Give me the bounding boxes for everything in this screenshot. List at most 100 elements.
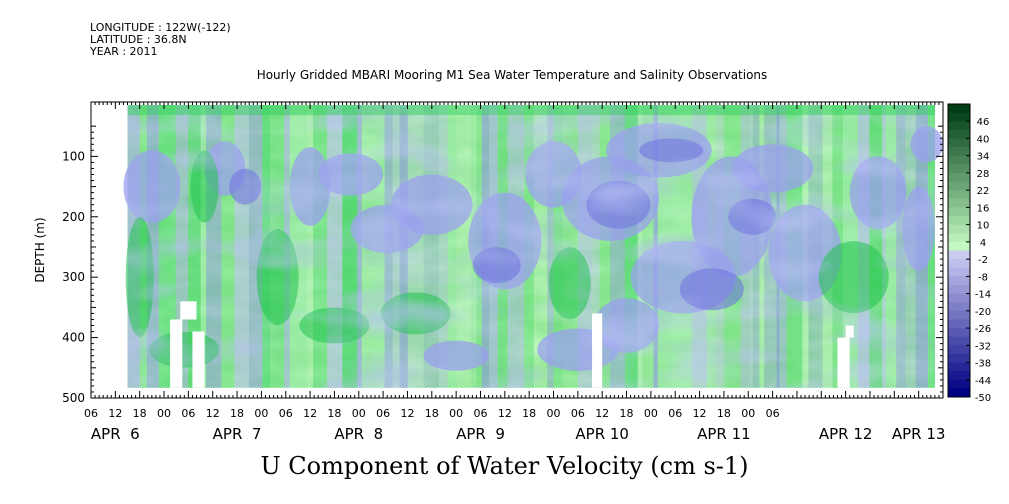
colorbar-label: -44	[975, 376, 991, 387]
y-axis: 100 200 300 400 500 DEPTH (m)	[33, 125, 943, 405]
colorbar-swatch	[948, 138, 970, 148]
colorbar-swatch	[948, 379, 970, 389]
colorbar-swatch	[948, 241, 970, 251]
colorbar-label: -20	[975, 307, 991, 318]
x-day-label: APR 10	[575, 425, 629, 443]
colorbar-label: 16	[977, 203, 990, 214]
data-gap	[192, 331, 205, 388]
colorbar-swatch	[948, 207, 970, 217]
colorbar-label: 46	[977, 117, 990, 128]
field-texture-blue	[127, 105, 935, 388]
colorbar-swatch	[948, 112, 970, 122]
x-hour-tick-label: 12	[693, 407, 707, 420]
colorbar-label: 28	[977, 169, 990, 180]
x-day-label: APR 12	[819, 425, 873, 443]
colorbar-swatch	[948, 181, 970, 191]
colorbar-label: -32	[975, 341, 991, 352]
x-hour-tick-label: 12	[108, 407, 122, 420]
x-hour-tick-label: 00	[449, 407, 463, 420]
colorbar-swatch	[948, 310, 970, 320]
x-hour-tick-label: 12	[400, 407, 414, 420]
x-hour-tick-label: 18	[230, 407, 244, 420]
colorbar-swatch	[948, 336, 970, 346]
colorbar-label: -50	[975, 393, 991, 404]
colorbar-border	[947, 103, 971, 398]
x-hour-tick-label: 06	[181, 407, 195, 420]
data-gap	[837, 337, 850, 388]
x-hour-tick-label: 00	[547, 407, 561, 420]
x-hour-tick-label: 00	[352, 407, 366, 420]
x-hour-tick-label: 18	[620, 407, 634, 420]
x-hour-tick-label: 06	[376, 407, 390, 420]
data-gap	[845, 325, 854, 338]
x-hour-tick-label: 00	[157, 407, 171, 420]
colorbar-swatch	[948, 104, 970, 114]
colorbar-label: 40	[977, 134, 990, 145]
y-tick-label: 200	[62, 210, 85, 224]
colorbar-swatch	[948, 328, 970, 338]
colorbar-swatch	[948, 371, 970, 381]
colorbar-swatch	[948, 233, 970, 243]
y-tick-label: 400	[62, 331, 85, 345]
colorbar-swatch	[948, 147, 970, 157]
colorbar-swatch	[948, 362, 970, 372]
x-hour-tick-label: 00	[644, 407, 658, 420]
colorbar-swatch	[948, 293, 970, 303]
colorbar-swatch	[948, 284, 970, 295]
colorbar-label: -8	[978, 272, 988, 283]
x-hour-tick-label: 06	[84, 407, 98, 420]
x-hour-tick-label: 18	[133, 407, 147, 420]
x-hour-tick-label: 18	[522, 407, 536, 420]
colorbar-swatch	[948, 276, 970, 286]
plot-title: Hourly Gridded MBARI Mooring M1 Sea Wate…	[256, 68, 768, 82]
data-gap	[170, 319, 183, 388]
x-day-label: APR 11	[697, 425, 751, 443]
x-day-label: APR 8	[334, 425, 383, 443]
colorbar-swatch	[948, 155, 970, 165]
x-hour-tick-label: 12	[595, 407, 609, 420]
colorbar-swatch	[948, 121, 970, 131]
colorbar-swatch	[948, 388, 970, 398]
x-hour-tick-label: 12	[303, 407, 317, 420]
x-hour-tick-label: 06	[473, 407, 487, 420]
colorbar-swatch	[948, 216, 970, 226]
surface-band	[127, 105, 935, 116]
x-day-label: APR 9	[456, 425, 505, 443]
x-day-label: APR 7	[213, 425, 262, 443]
year-label: YEAR : 2011	[90, 45, 158, 58]
colorbar-swatch	[948, 267, 970, 277]
x-hour-tick-label: 18	[425, 407, 439, 420]
y-tick-label: 300	[62, 270, 85, 284]
x-hour-tick-label: 06	[668, 407, 682, 420]
colorbar-label: 10	[977, 221, 990, 232]
colorbar-label: -14	[975, 290, 991, 301]
colorbar-swatch	[948, 224, 970, 234]
colorbar-swatch	[948, 129, 970, 139]
x-hour-tick-label: 00	[254, 407, 268, 420]
x-axis: 06 12 18 00 06 12 18 00 06 12 18 00 06 12 18 00 06 12 18 00…	[84, 102, 945, 443]
y-axis-title: DEPTH (m)	[33, 217, 47, 282]
x-hour-tick-label: 12	[498, 407, 512, 420]
colorbar-swatch	[948, 250, 970, 260]
x-day-label: APR 13	[892, 425, 946, 443]
longitude-label: LONGITUDE : 122W(-122)	[90, 21, 231, 34]
x-day-label: APR 6	[91, 425, 140, 443]
plot-metadata: LONGITUDE : 122W(-122) LATITUDE : 36.8N …	[90, 22, 231, 58]
colorbar-label: 34	[977, 152, 990, 163]
colorbar-label: 4	[980, 238, 986, 249]
colorbar-swatch	[948, 164, 970, 174]
colorbar-swatch	[948, 353, 970, 364]
colorbar-label: -2	[978, 255, 988, 266]
x-hour-tick-label: 18	[327, 407, 341, 420]
colorbar-swatch	[948, 259, 970, 269]
x-hour-tick-label: 06	[279, 407, 293, 420]
x-hour-tick-label: 00	[741, 407, 755, 420]
colorbar-swatch	[948, 198, 970, 208]
latitude-label: LATITUDE : 36.8N	[90, 33, 187, 46]
colorbar-label: -38	[975, 359, 991, 370]
colorbar-label: -26	[975, 324, 991, 335]
x-hour-tick-label: 18	[717, 407, 731, 420]
colorbar-swatch	[948, 302, 970, 312]
colorbar-swatch	[948, 172, 970, 183]
